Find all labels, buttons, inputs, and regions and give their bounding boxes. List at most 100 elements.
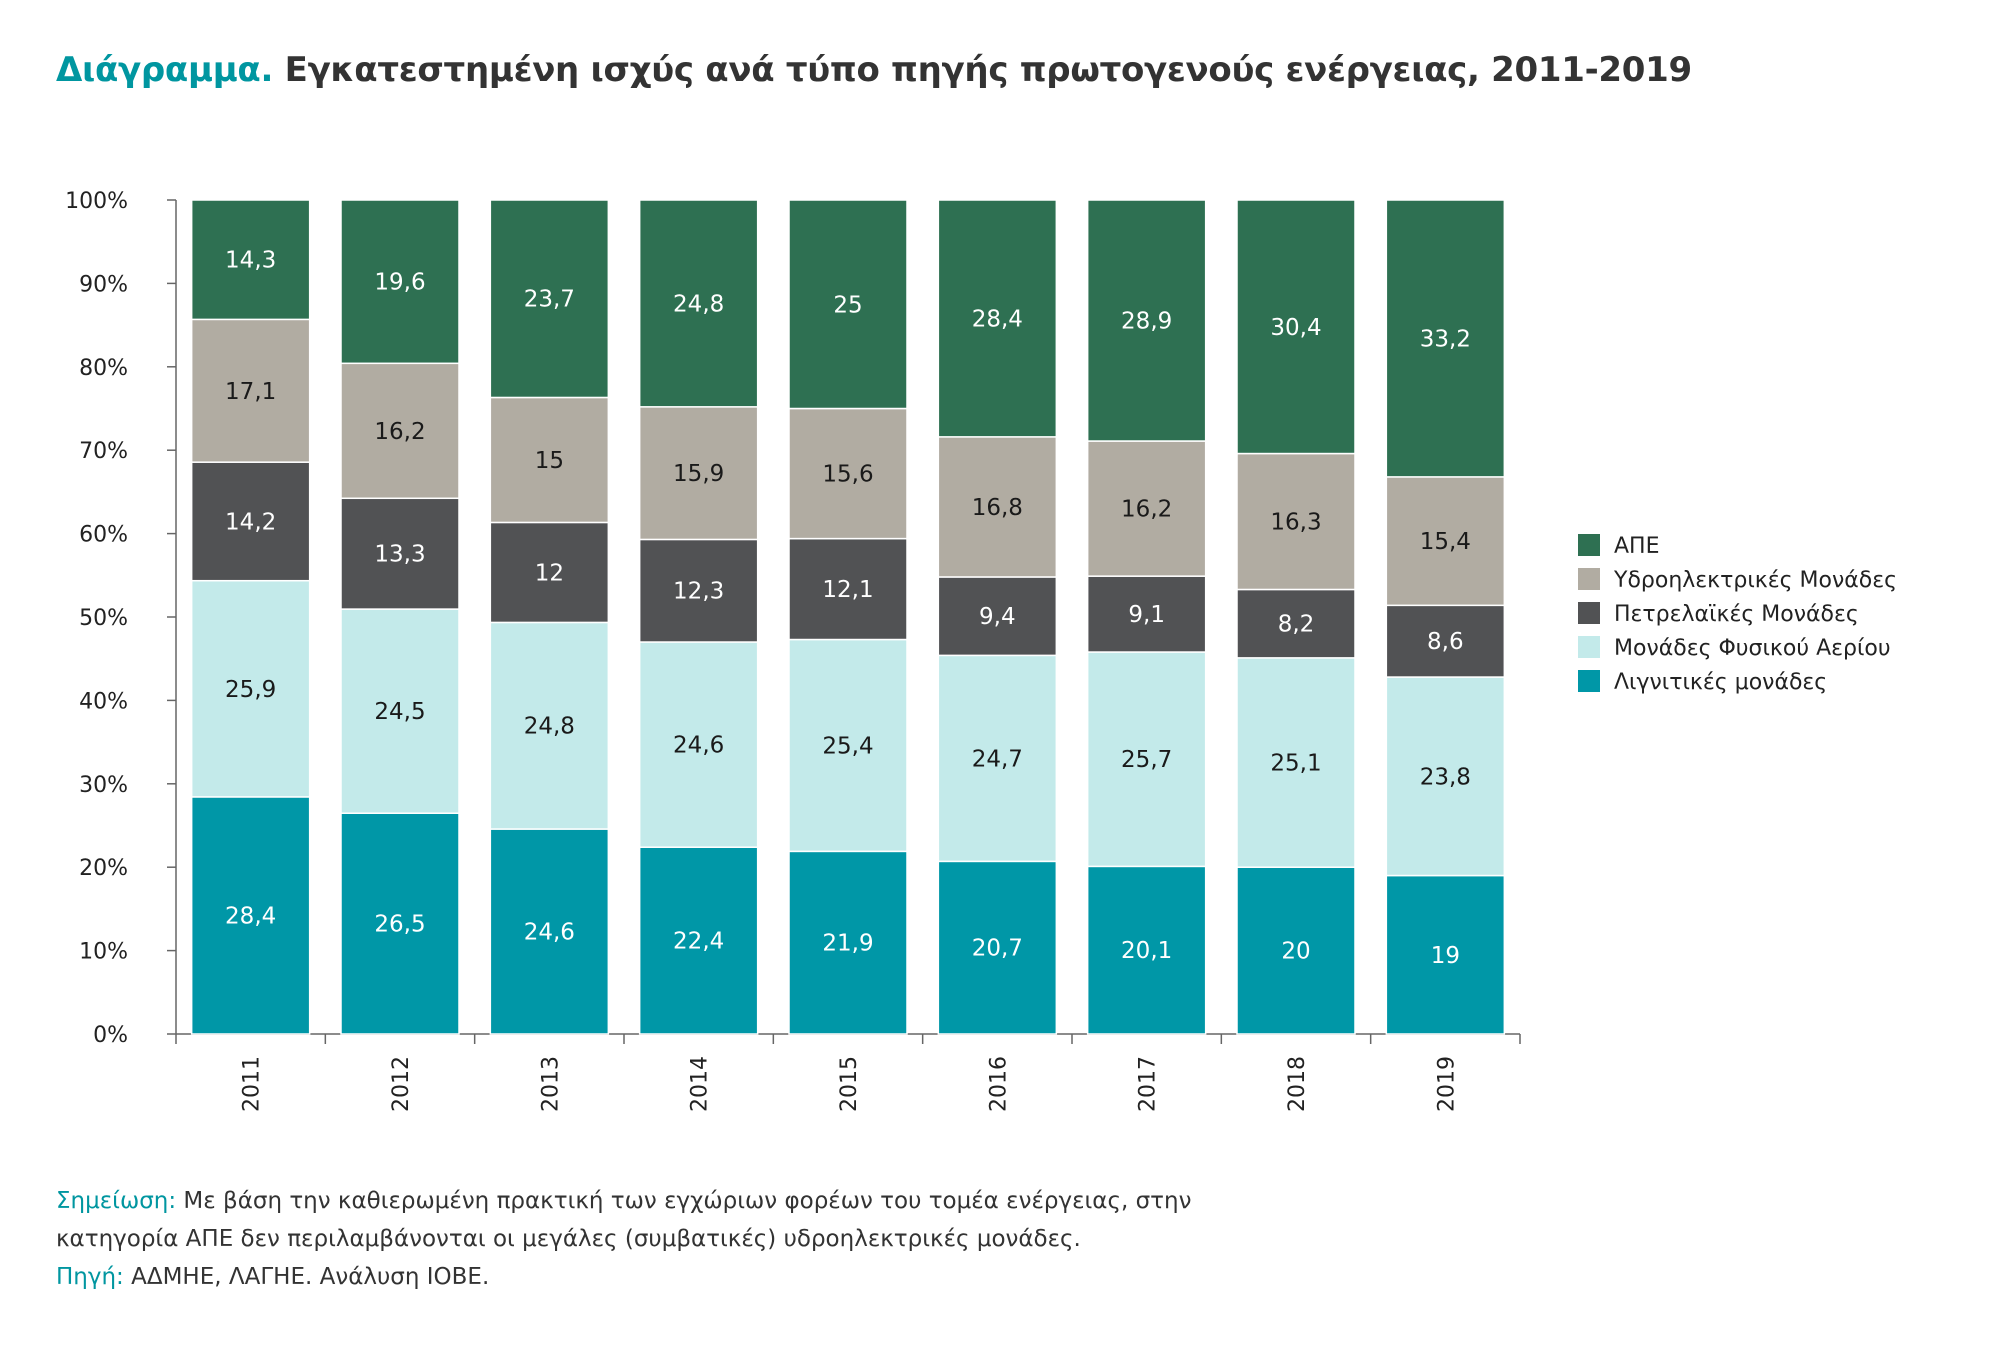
legend-label-lignite: Λιγνιτικές μονάδες <box>1614 670 1827 695</box>
data-label-oil: 12,3 <box>673 579 724 605</box>
data-label-lignite: 20,1 <box>1121 938 1172 964</box>
legend-swatch-ape <box>1578 534 1600 556</box>
note-line-2: κατηγορία ΑΠΕ δεν περιλαμβάνονται οι μεγ… <box>56 1226 1081 1252</box>
y-tick-label: 10% <box>79 940 128 965</box>
data-label-ape: 30,4 <box>1270 315 1321 341</box>
data-label-hydro: 17,1 <box>225 379 276 405</box>
bar-segment-gas <box>489 621 610 830</box>
bar-segment-ape <box>788 199 908 410</box>
bar-segment-ape <box>1236 199 1356 455</box>
data-label-hydro: 15,9 <box>673 461 724 487</box>
bar-segment-oil <box>190 461 311 582</box>
data-label-gas: 25,9 <box>225 677 276 703</box>
data-label-ape: 14,3 <box>225 248 276 274</box>
footnotes: Σημείωση: Με βάση την καθιερωμένη πρακτι… <box>56 1182 1191 1296</box>
legend-label-gas: Μονάδες Φυσικού Αερίου <box>1614 636 1891 661</box>
bar-segment-lignite <box>1385 874 1506 1035</box>
data-label-gas: 25,4 <box>822 733 873 759</box>
data-label-gas: 25,7 <box>1121 747 1172 773</box>
data-label-ape: 24,8 <box>673 291 724 317</box>
data-label-gas: 24,5 <box>374 699 425 725</box>
bar-segment-hydro <box>1086 440 1207 577</box>
bar-segment-oil <box>340 497 460 610</box>
bar-segment-lignite <box>1086 865 1207 1035</box>
data-label-hydro: 16,2 <box>1121 497 1172 523</box>
bar-segment-gas <box>190 579 311 798</box>
data-label-oil: 12 <box>535 560 564 586</box>
data-label-oil: 8,2 <box>1278 612 1315 638</box>
legend-swatch-lignite <box>1578 670 1600 692</box>
data-label-gas: 23,8 <box>1420 764 1471 790</box>
bar-segment-gas <box>1385 676 1506 877</box>
bar-segment-oil <box>1236 588 1356 659</box>
bar-segment-ape <box>489 199 610 399</box>
data-label-oil: 14,2 <box>225 509 276 535</box>
x-tick-label: 2012 <box>389 1056 414 1112</box>
bar-segment-lignite <box>489 828 610 1035</box>
bar-segment-gas <box>788 638 908 853</box>
bar-segment-lignite <box>1236 866 1356 1035</box>
bar-segment-gas <box>638 641 759 848</box>
data-label-lignite: 26,5 <box>374 912 425 938</box>
bar-segment-gas <box>1086 651 1207 868</box>
legend-swatch-hydro <box>1578 568 1600 590</box>
data-label-lignite: 24,6 <box>524 920 575 946</box>
y-tick-label: 70% <box>79 439 128 464</box>
x-tick-label: 2018 <box>1285 1056 1310 1112</box>
bar-segment-ape <box>1385 199 1506 478</box>
x-tick-label: 2014 <box>688 1056 713 1112</box>
data-label-oil: 8,6 <box>1427 629 1464 655</box>
y-tick-label: 90% <box>79 272 128 297</box>
y-tick-label: 100% <box>65 189 128 214</box>
data-label-ape: 28,4 <box>972 306 1023 332</box>
x-tick-label: 2019 <box>1434 1056 1459 1112</box>
bar-segment-lignite <box>340 812 460 1035</box>
bar-segment-hydro <box>489 396 610 524</box>
data-label-gas: 25,1 <box>1270 751 1321 777</box>
data-label-ape: 28,9 <box>1121 309 1172 335</box>
note-label: Σημείωση: <box>56 1188 177 1214</box>
bar-segment-oil <box>1086 575 1207 653</box>
data-label-oil: 9,4 <box>979 604 1016 630</box>
x-tick-label: 2015 <box>837 1056 862 1112</box>
bar-segment-lignite <box>638 846 759 1035</box>
chart-title-lead: Διάγραμμα. <box>56 50 274 90</box>
legend-swatch-gas <box>1578 636 1600 658</box>
bar-segment-ape <box>340 199 460 365</box>
data-label-ape: 33,2 <box>1420 326 1471 352</box>
data-label-ape: 23,7 <box>524 287 575 313</box>
bar-segment-oil <box>489 521 610 624</box>
bar-segment-gas <box>937 654 1058 863</box>
data-label-oil: 12,1 <box>822 577 873 603</box>
source-text: ΑΔΜΗΕ, ΛΑΓΗΕ. Ανάλυση ΙΟΒΕ. <box>123 1264 490 1290</box>
data-label-lignite: 19 <box>1431 943 1460 969</box>
y-tick-label: 0% <box>93 1023 128 1048</box>
data-label-lignite: 21,9 <box>822 931 873 957</box>
bar-segment-gas <box>1236 657 1356 868</box>
chart-title-text: Εγκατεστημένη ισχύς ανά τύπο πηγής πρωτο… <box>284 50 1692 90</box>
source-label: Πηγή: <box>56 1264 124 1290</box>
y-tick-label: 40% <box>79 689 128 714</box>
bar-segment-oil <box>937 576 1058 657</box>
bar-segment-lignite <box>190 796 311 1035</box>
data-label-lignite: 20,7 <box>972 936 1023 962</box>
bar-segment-oil <box>788 537 908 641</box>
data-label-lignite: 22,4 <box>673 929 724 955</box>
y-tick-label: 50% <box>79 606 128 631</box>
stacked-bar-chart: 0% 10% 20% 30% 40% 50% 60% 70% 80% 90% 100% 28,4 25,… <box>65 189 1897 1112</box>
bar-segment-oil <box>638 538 759 643</box>
data-label-hydro: 16,2 <box>374 419 425 445</box>
bar-segment-lignite <box>937 860 1058 1035</box>
note-line-1: Σημείωση: Με βάση την καθιερωμένη πρακτι… <box>56 1182 1191 1220</box>
bar-segment-ape <box>1086 199 1207 442</box>
data-label-ape: 19,6 <box>374 270 425 296</box>
data-label-oil: 9,1 <box>1128 602 1165 628</box>
y-tick-label: 80% <box>79 356 128 381</box>
y-tick-label: 30% <box>79 773 128 798</box>
data-label-lignite: 20 <box>1281 939 1310 965</box>
bar-segment-ape <box>638 199 759 408</box>
bar-segment-hydro <box>340 362 460 500</box>
legend-label-oil: Πετρελαϊκές Μονάδες <box>1614 602 1859 627</box>
legend-label-ape: ΑΠΕ <box>1614 534 1660 559</box>
data-label-hydro: 15,4 <box>1420 529 1471 555</box>
